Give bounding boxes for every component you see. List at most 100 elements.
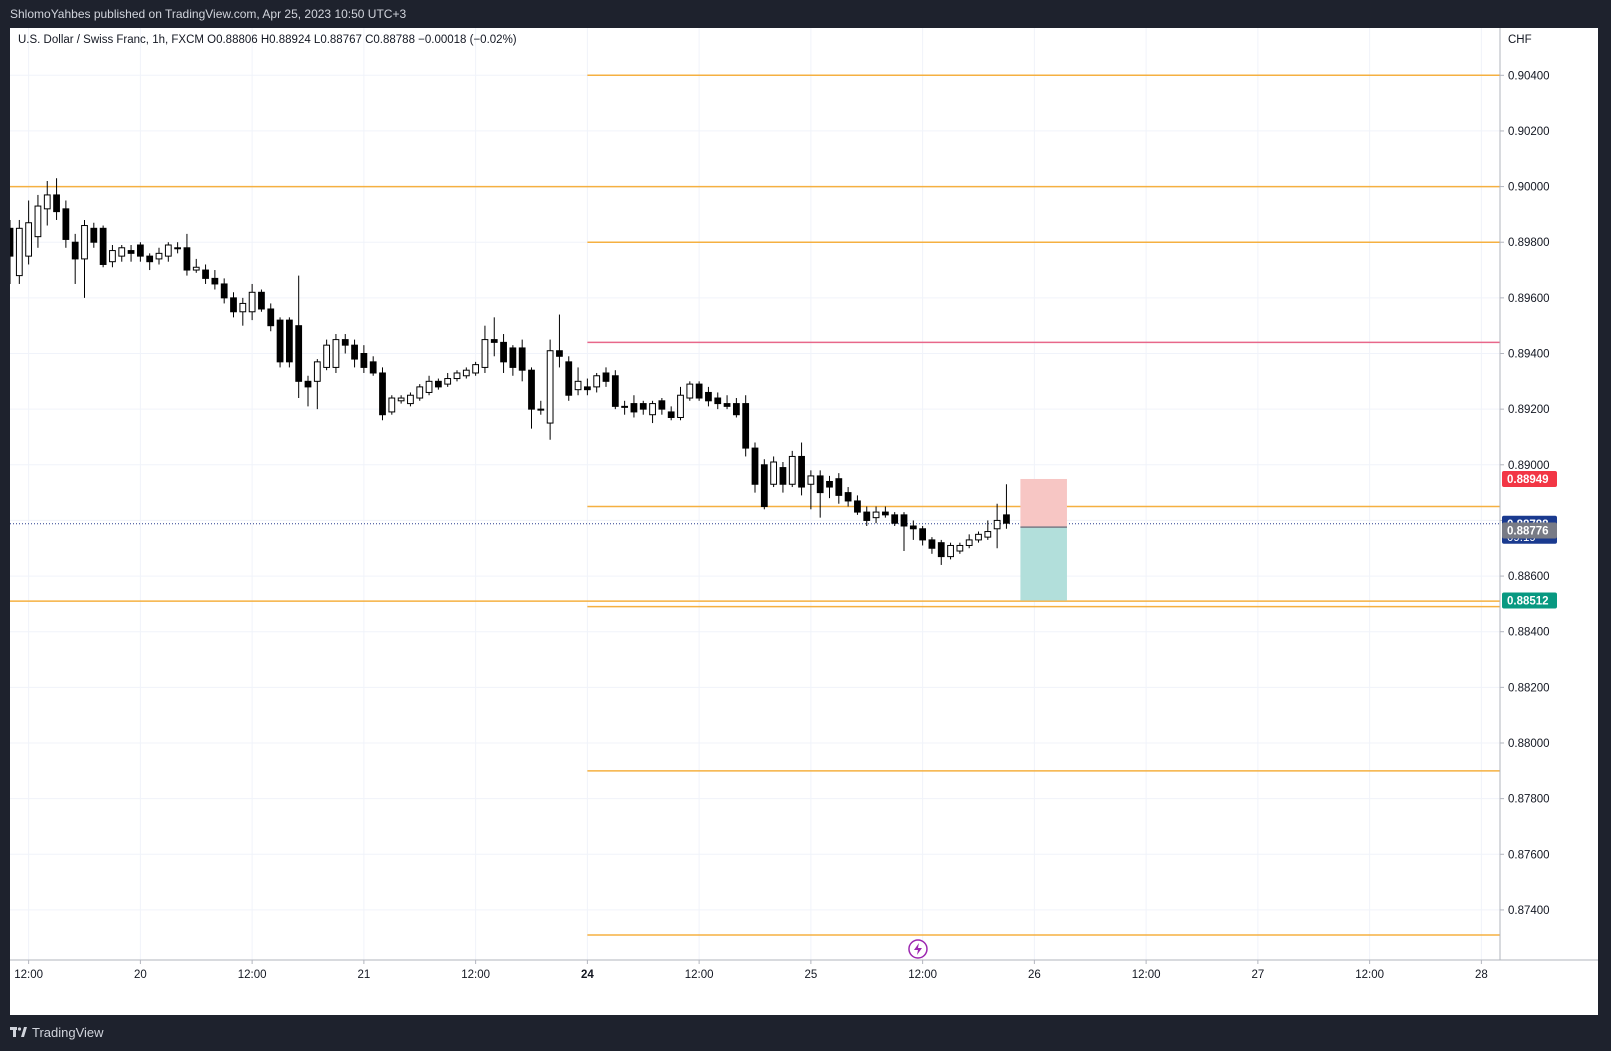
- candle-up: [323, 339, 331, 371]
- candle-body: [863, 511, 871, 521]
- candle-body: [798, 455, 805, 488]
- candle-up: [546, 339, 554, 440]
- candle-body: [760, 464, 768, 508]
- candle-body: [686, 383, 694, 399]
- price-tick-label: 0.87400: [1508, 905, 1550, 917]
- candle-body: [183, 247, 191, 271]
- candle-down: [276, 317, 284, 368]
- candle-up: [993, 503, 1001, 549]
- footer: TradingView: [0, 1015, 1611, 1051]
- candle-body: [230, 297, 237, 313]
- candle-body: [723, 403, 731, 407]
- level-lines[interactable]: [10, 74, 1500, 936]
- candle-body: [10, 227, 14, 257]
- stop-price-label: 0.88949: [1502, 470, 1557, 487]
- candle-up: [807, 470, 815, 510]
- candle-body: [53, 194, 60, 213]
- candle-body: [583, 386, 591, 391]
- time-tick-label: 12:00: [238, 969, 267, 981]
- candle-body: [639, 403, 647, 410]
- candle-down: [863, 506, 871, 526]
- candle-body: [611, 375, 619, 407]
- candle-body: [453, 372, 461, 380]
- candle-down: [705, 386, 712, 407]
- candle-up: [649, 400, 656, 424]
- candle-up: [109, 245, 116, 268]
- candle-down: [565, 356, 573, 401]
- candle-body: [472, 364, 480, 374]
- price-tick-label: 0.88400: [1508, 627, 1550, 639]
- candle-body: [649, 403, 656, 416]
- time-tick-label: 12:00: [1355, 969, 1384, 981]
- price-tick-label: 0.88200: [1508, 682, 1550, 694]
- time-tick-label: 21: [357, 969, 370, 981]
- candle-down: [658, 398, 666, 415]
- candle-down: [779, 462, 787, 493]
- price-tick-label: 0.87600: [1508, 849, 1550, 861]
- candle-body: [351, 344, 358, 360]
- candle-up: [407, 392, 414, 407]
- candle-up: [947, 542, 954, 560]
- candle-body: [844, 492, 852, 502]
- candle-body: [965, 539, 973, 546]
- candle-body: [928, 539, 936, 549]
- time-tick-label: 12:00: [1132, 969, 1161, 981]
- candle-body: [807, 475, 815, 485]
- candle-up: [956, 542, 964, 554]
- candle-body: [285, 319, 293, 363]
- stop-price-label-bg: [1502, 470, 1557, 487]
- candle-body: [1003, 514, 1010, 524]
- short-position-tool[interactable]: [1020, 478, 1067, 601]
- candle-body: [99, 227, 107, 265]
- candle-down: [528, 367, 535, 429]
- price-tick-label: 0.89600: [1508, 293, 1550, 305]
- candle-up: [25, 200, 33, 265]
- candle-body: [993, 519, 1001, 530]
- candle-down: [751, 442, 759, 493]
- candle-body: [500, 341, 507, 363]
- candle-up: [481, 325, 489, 373]
- candle-up: [872, 506, 880, 524]
- candle-down: [183, 233, 191, 276]
- candle-body: [770, 461, 778, 485]
- candle-body: [109, 250, 116, 263]
- candle-up: [416, 384, 424, 401]
- candle-down: [928, 537, 936, 554]
- publisher-text: ShlomoYahbes published on TradingView.co…: [10, 7, 407, 21]
- candle-body: [341, 339, 349, 346]
- candle-up: [686, 381, 694, 401]
- candle-down: [369, 356, 377, 376]
- candle-down: [379, 367, 386, 421]
- candle-body: [742, 403, 750, 449]
- candle-down: [10, 219, 14, 284]
- candle-down: [602, 367, 610, 387]
- candle-body: [34, 205, 42, 238]
- candle-down: [258, 289, 265, 312]
- candle-body: [211, 277, 219, 285]
- candle-down: [211, 270, 219, 290]
- publisher-bar: ShlomoYahbes published on TradingView.co…: [0, 0, 1611, 28]
- time-tick-label: 12:00: [908, 969, 937, 981]
- candle-down: [732, 398, 740, 418]
- candle-body: [397, 397, 405, 402]
- candle-body: [444, 378, 452, 385]
- candle-down: [127, 245, 135, 262]
- candle-body: [295, 325, 303, 382]
- candle-body: [304, 380, 312, 388]
- candle-down: [202, 264, 209, 284]
- candle-body: [705, 391, 712, 402]
- tradingview-brand[interactable]: TradingView: [10, 1025, 104, 1040]
- price-tick-label: 0.89000: [1508, 460, 1550, 472]
- candle-body: [900, 514, 908, 527]
- candle-body: [62, 208, 70, 240]
- time-tick-label: 26: [1028, 969, 1041, 981]
- candle-down: [136, 242, 144, 262]
- candlestick-chart[interactable]: CHF 0.90400 0.90200 0.90000 0.89800 0.89600 0.…: [10, 28, 1598, 1015]
- candle-body: [388, 397, 396, 413]
- price-tick-label: 0.89800: [1508, 237, 1550, 249]
- candle-down: [500, 334, 507, 373]
- candle-body: [667, 411, 675, 418]
- candle-down: [611, 370, 619, 410]
- candle-body: [127, 250, 135, 254]
- candle-up: [593, 372, 601, 393]
